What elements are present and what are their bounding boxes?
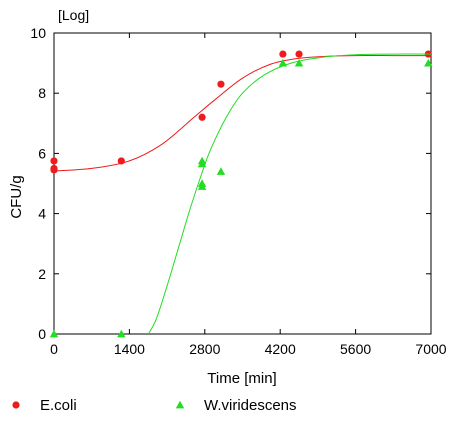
legend-e-coli-marker (12, 401, 20, 409)
x-tick-label: 0 (50, 341, 58, 357)
w-viridescens-data-point (49, 329, 59, 338)
x-tick-label: 4200 (265, 341, 296, 357)
x-tick-label: 2800 (189, 341, 220, 357)
w-viridescens-data-point (216, 167, 226, 175)
w-viridescens-data-point (197, 182, 207, 190)
w-viridescens-fit-curve (147, 53, 431, 334)
legend: E.coli W.viridescens (12, 397, 297, 414)
legend-w-viridescens-label: W.viridescens (204, 397, 297, 414)
w-viridescens-data-point (424, 58, 433, 67)
w-viridescens-data-point (117, 329, 126, 338)
x-axis-label: Time [min] (207, 370, 276, 387)
legend-w-viridescens-marker (175, 400, 185, 409)
w-viridescens-data-point (294, 58, 304, 67)
plot-area: 0 1400 2800 4200 5600 7000 0 2 4 6 8 10 (30, 25, 446, 357)
e-coli-data-point (117, 157, 125, 165)
e-coli-data-point (50, 157, 58, 165)
y-unit-label: [Log] (58, 7, 89, 23)
w-viridescens-data-point (197, 159, 207, 168)
plot-frame (53, 32, 432, 335)
e-coli-data-point (279, 50, 287, 58)
e-coli-data-point (295, 50, 303, 58)
y-tick-label: 10 (30, 25, 46, 41)
y-tick-label: 4 (38, 206, 46, 222)
y-tick-label: 2 (38, 266, 46, 282)
y-axis-label: CFU/g (8, 175, 25, 218)
y-tick-label: 8 (38, 85, 46, 101)
e-coli-data-point (50, 166, 58, 174)
e-coli-fit-curve (54, 55, 431, 172)
e-coli-data-point (198, 113, 206, 121)
legend-e-coli-label: E.coli (40, 397, 77, 414)
y-tick-label: 0 (38, 326, 46, 342)
y-tick-label: 6 (38, 145, 46, 161)
x-tick-label: 7000 (415, 341, 446, 357)
x-tick-label: 5600 (340, 341, 371, 357)
e-coli-data-point (217, 80, 225, 88)
x-tick-label: 1400 (114, 341, 145, 357)
w-viridescens-data-point (278, 58, 288, 67)
